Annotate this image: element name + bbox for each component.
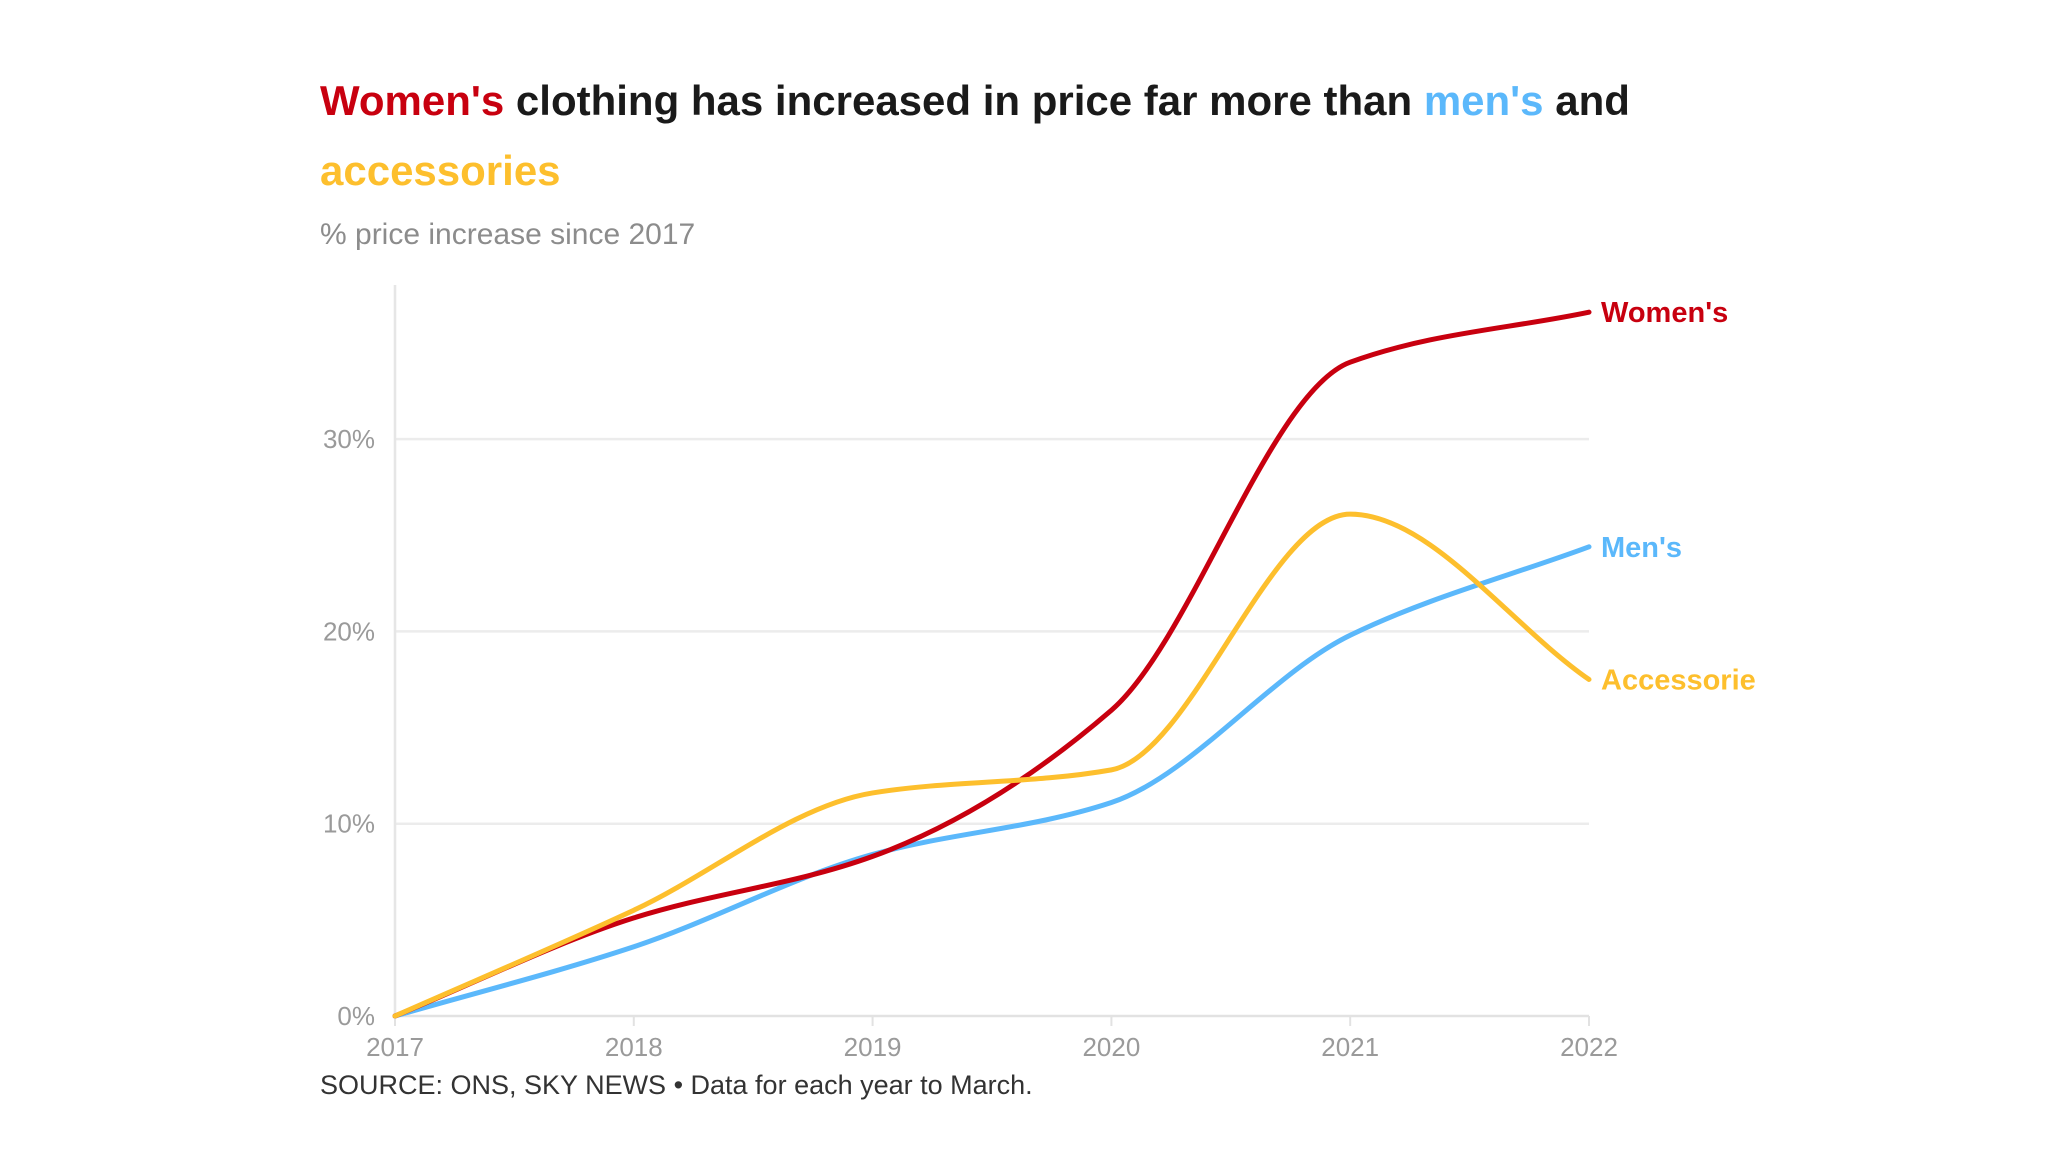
y-tick-label: 30% [323, 424, 375, 454]
series-label: Men's [1601, 532, 1682, 564]
x-tick-label: 2018 [605, 1032, 663, 1062]
x-tick-label: 2020 [1082, 1032, 1140, 1062]
y-tick-label: 0% [337, 1001, 375, 1031]
title-part: accessories [320, 147, 561, 194]
title-part: and [1543, 77, 1630, 124]
series-line-mens [392, 544, 1592, 1019]
series-line-womens [392, 309, 1592, 1019]
series-line-accessorie [392, 511, 1592, 1019]
x-tick-label: 2022 [1560, 1032, 1618, 1062]
title-part: clothing has increased in price far more… [504, 77, 1424, 124]
x-tick-label: 2019 [844, 1032, 902, 1062]
series-label: Accessorie [1601, 664, 1756, 696]
x-tick-label: 2021 [1321, 1032, 1379, 1062]
title-part: men's [1423, 77, 1544, 124]
chart-subtitle: % price increase since 2017 [320, 218, 696, 251]
source-note: SOURCE: ONS, SKY NEWS • Data for each ye… [320, 1070, 1033, 1100]
series-label: Women's [1601, 297, 1728, 329]
chart-title: Women's clothing has increased in price … [320, 66, 1720, 206]
x-tick-label: 2017 [366, 1032, 424, 1062]
title-part: Women's [320, 77, 505, 124]
y-tick-label: 20% [323, 616, 375, 646]
y-tick-label: 10% [323, 809, 375, 839]
